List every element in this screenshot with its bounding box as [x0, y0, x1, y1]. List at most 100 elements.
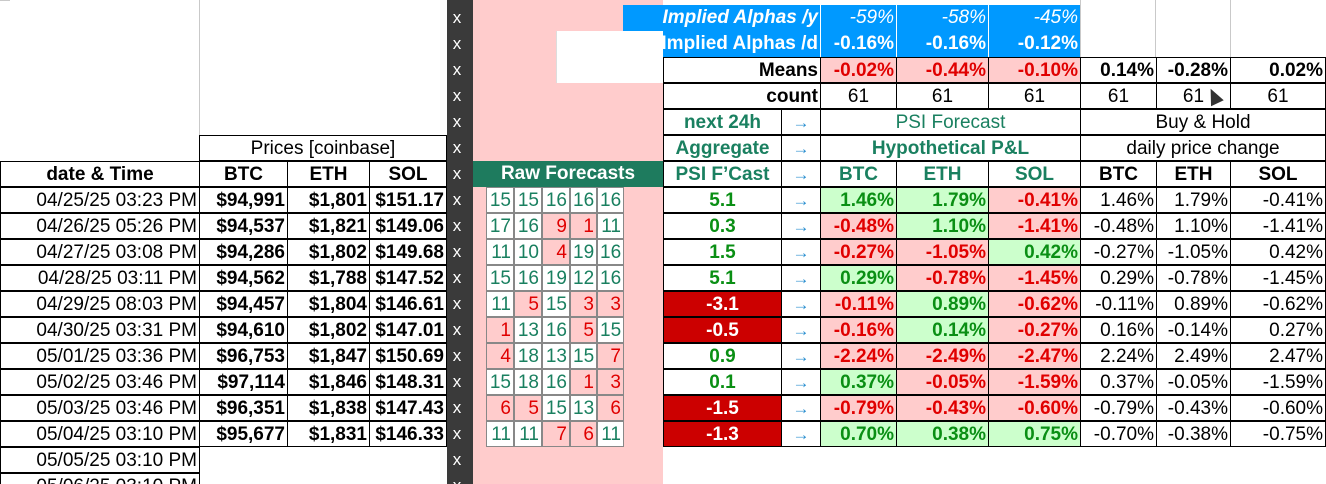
psi-fcast-cell[interactable]: -1.3 — [663, 421, 782, 447]
raw-forecast-cell[interactable]: 11 — [597, 421, 624, 447]
hold-change-cell[interactable]: 0.29% — [1080, 265, 1157, 291]
raw-forecast-cell[interactable]: 1 — [486, 317, 514, 343]
psi-fcast-cell[interactable]: 1.5 — [663, 239, 782, 265]
eth-price-cell[interactable]: $1,804 — [287, 291, 370, 317]
hold-change-cell[interactable]: -0.75% — [1230, 421, 1326, 447]
pnl-cell[interactable]: 0.89% — [896, 291, 989, 317]
psi-fcast-cell[interactable]: 0.3 — [663, 213, 782, 239]
hold-change-cell[interactable]: -0.62% — [1230, 291, 1326, 317]
pnl-cell[interactable]: -0.11% — [820, 291, 897, 317]
count-hold-btc[interactable]: 61 — [1080, 83, 1157, 109]
hold-sol-header[interactable]: SOL — [1230, 161, 1326, 187]
hold-change-cell[interactable]: -0.70% — [1080, 421, 1157, 447]
pnl-cell[interactable]: -0.43% — [896, 395, 989, 421]
pnl-cell[interactable]: -0.48% — [820, 213, 897, 239]
sol-price-header[interactable]: SOL — [369, 161, 447, 187]
hold-change-cell[interactable]: 1.46% — [1080, 187, 1157, 213]
pnl-cell[interactable]: 0.29% — [820, 265, 897, 291]
raw-forecast-cell[interactable]: 1 — [570, 369, 597, 395]
count-eth[interactable]: 61 — [896, 83, 989, 109]
implied-alpha-d-eth[interactable]: -0.16% — [897, 31, 988, 57]
hold-change-cell[interactable]: 1.79% — [1156, 187, 1231, 213]
implied-alphas-y-label[interactable]: Implied Alphas /y — [623, 5, 820, 31]
pnl-cell[interactable]: 1.79% — [896, 187, 989, 213]
means-sol[interactable]: -0.10% — [988, 57, 1081, 83]
sol-price-cell[interactable]: $150.69 — [369, 343, 447, 369]
raw-forecast-cell[interactable]: 19 — [570, 239, 597, 265]
pnl-cell[interactable]: -0.05% — [896, 369, 989, 395]
raw-forecast-cell[interactable]: 16 — [542, 369, 570, 395]
count-sol[interactable]: 61 — [988, 83, 1081, 109]
raw-forecast-cell[interactable]: 9 — [542, 213, 570, 239]
btc-price-header[interactable]: BTC — [199, 161, 288, 187]
raw-forecast-cell[interactable]: 3 — [570, 291, 597, 317]
hold-change-cell[interactable]: -0.79% — [1080, 395, 1157, 421]
hold-change-cell[interactable]: -0.48% — [1080, 213, 1157, 239]
sol-price-cell[interactable]: $146.33 — [369, 421, 447, 447]
aggregate-label[interactable]: Aggregate — [663, 135, 782, 161]
raw-forecast-cell[interactable]: 16 — [542, 317, 570, 343]
date-cell[interactable]: 05/01/25 03:36 PM — [0, 343, 200, 369]
means-hold-sol[interactable]: 0.02% — [1230, 57, 1326, 83]
pnl-cell[interactable]: 1.10% — [896, 213, 989, 239]
date-time-header[interactable]: date & Time — [0, 161, 200, 187]
raw-forecast-cell[interactable]: 6 — [570, 421, 597, 447]
hold-change-cell[interactable]: -1.45% — [1230, 265, 1326, 291]
date-cell[interactable]: 04/28/25 03:11 PM — [0, 265, 200, 291]
date-cell[interactable]: 04/30/25 03:31 PM — [0, 317, 200, 343]
means-label[interactable]: Means — [663, 57, 821, 83]
pnl-cell[interactable]: -0.60% — [988, 395, 1081, 421]
hold-change-cell[interactable]: 2.49% — [1156, 343, 1231, 369]
count-hold-sol[interactable]: 61 — [1230, 83, 1326, 109]
raw-forecast-cell[interactable]: 6 — [486, 395, 514, 421]
pnl-cell[interactable]: 0.70% — [820, 421, 897, 447]
raw-forecast-cell[interactable]: 1 — [570, 213, 597, 239]
means-hold-btc[interactable]: 0.14% — [1080, 57, 1157, 83]
hold-change-cell[interactable]: -0.14% — [1156, 317, 1231, 343]
pnl-cell[interactable]: -0.27% — [988, 317, 1081, 343]
hold-change-cell[interactable]: 2.24% — [1080, 343, 1157, 369]
eth-price-cell[interactable]: $1,801 — [287, 187, 370, 213]
date-cell[interactable]: 04/27/25 03:08 PM — [0, 239, 200, 265]
hold-change-cell[interactable]: -0.41% — [1230, 187, 1326, 213]
pnl-cell[interactable]: -2.49% — [896, 343, 989, 369]
pnl-cell[interactable]: -0.79% — [820, 395, 897, 421]
btc-price-cell[interactable]: $94,991 — [199, 187, 288, 213]
eth-price-cell[interactable]: $1,846 — [287, 369, 370, 395]
raw-forecast-cell[interactable]: 6 — [597, 395, 624, 421]
date-cell[interactable]: 04/29/25 08:03 PM — [0, 291, 200, 317]
btc-price-cell[interactable]: $94,610 — [199, 317, 288, 343]
implied-alpha-y-btc[interactable]: -59% — [821, 5, 896, 31]
pnl-cell[interactable]: -2.24% — [820, 343, 897, 369]
sol-price-cell[interactable]: $149.06 — [369, 213, 447, 239]
hold-change-cell[interactable]: -0.27% — [1080, 239, 1157, 265]
raw-forecast-cell[interactable]: 11 — [597, 213, 624, 239]
pnl-cell[interactable]: -0.62% — [988, 291, 1081, 317]
date-cell[interactable]: 05/06/25 03:10 PM — [0, 473, 200, 484]
psi-fcast-cell[interactable]: -0.5 — [663, 317, 782, 343]
eth-price-cell[interactable]: $1,802 — [287, 317, 370, 343]
raw-forecast-cell[interactable]: 16 — [570, 187, 597, 213]
raw-forecast-cell[interactable]: 15 — [570, 343, 597, 369]
raw-forecast-cell[interactable]: 16 — [514, 213, 542, 239]
date-cell[interactable]: 05/03/25 03:46 PM — [0, 395, 200, 421]
raw-forecast-cell[interactable]: 18 — [514, 343, 542, 369]
pnl-cell[interactable]: -0.27% — [820, 239, 897, 265]
daily-price-change-header[interactable]: daily price change — [1080, 135, 1326, 161]
raw-forecast-cell[interactable]: 13 — [570, 395, 597, 421]
pnl-cell[interactable]: 0.14% — [896, 317, 989, 343]
eth-price-cell[interactable]: $1,831 — [287, 421, 370, 447]
btc-price-cell[interactable]: $94,457 — [199, 291, 288, 317]
raw-forecast-cell[interactable]: 11 — [486, 291, 514, 317]
btc-price-cell[interactable]: $94,562 — [199, 265, 288, 291]
eth-price-cell[interactable]: $1,847 — [287, 343, 370, 369]
pnl-sol-header[interactable]: SOL — [988, 161, 1081, 187]
sol-price-cell[interactable]: $147.43 — [369, 395, 447, 421]
btc-price-cell[interactable]: $96,753 — [199, 343, 288, 369]
pnl-cell[interactable]: -0.78% — [896, 265, 989, 291]
pnl-cell[interactable]: 0.42% — [988, 239, 1081, 265]
raw-forecast-cell[interactable]: 16 — [542, 187, 570, 213]
raw-forecast-cell[interactable]: 15 — [486, 265, 514, 291]
psi-fcast-cell[interactable]: 0.1 — [663, 369, 782, 395]
